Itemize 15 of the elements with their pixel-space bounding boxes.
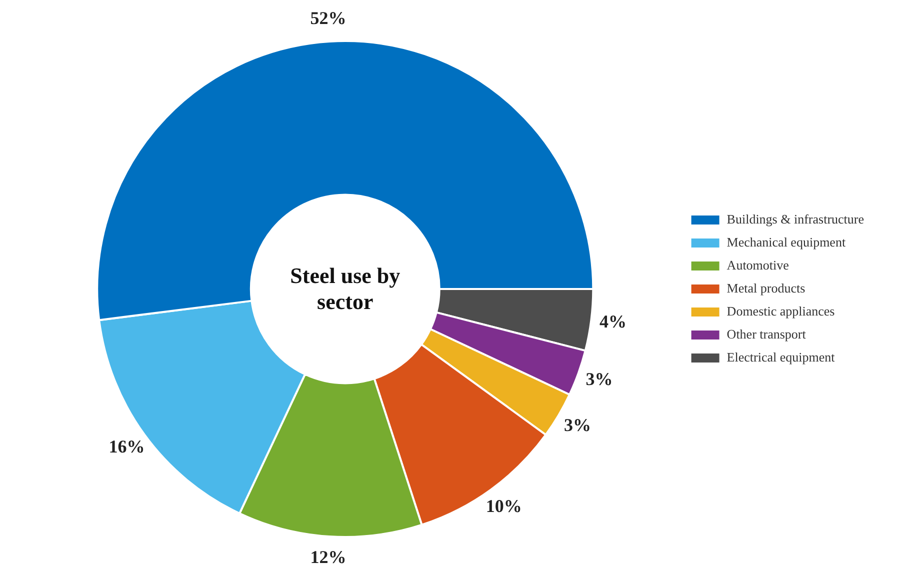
data-label: 12%	[310, 547, 346, 568]
data-label: 3%	[586, 369, 613, 390]
legend-label: Electrical equipment	[726, 349, 836, 364]
text: Steel use by sector	[290, 262, 400, 316]
legend-label: Mechanical equipment	[726, 234, 846, 250]
legend-label: Domestic appliances	[726, 303, 835, 318]
legend-label: Metal products	[726, 280, 806, 296]
legend-label: Other transport	[726, 326, 806, 342]
data-label: 4%	[600, 311, 627, 332]
data-label: 16%	[108, 436, 145, 456]
data-label: 3%	[564, 415, 592, 436]
legend-label: Automotive	[726, 257, 790, 272]
legend-label: Buildings & infrastructure	[726, 211, 864, 226]
data-label: 52%	[310, 8, 346, 28]
data-label: 10%	[486, 496, 522, 516]
